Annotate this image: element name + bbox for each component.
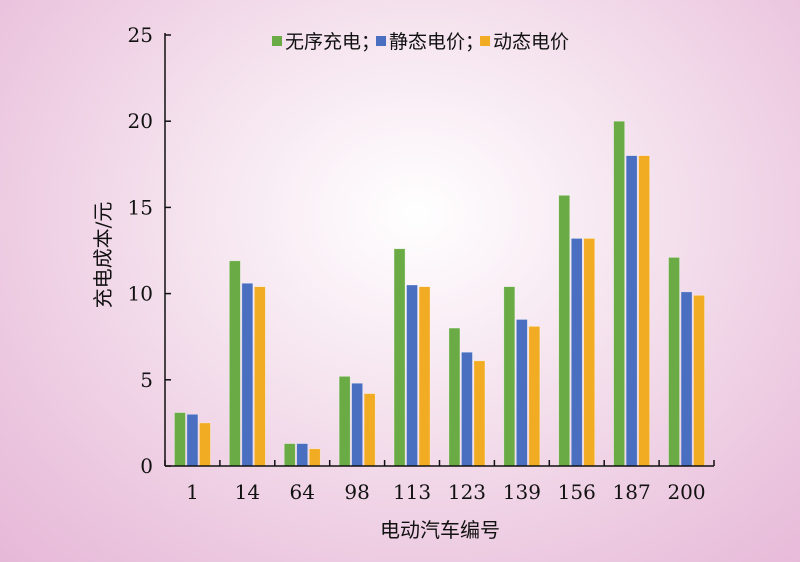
bar-0-123 — [448, 327, 461, 467]
x-tick-label: 156 — [558, 480, 596, 504]
bar-0-139 — [503, 286, 516, 467]
legend-swatch — [376, 36, 387, 46]
bar-1-1 — [186, 413, 199, 467]
bar-2-187 — [638, 155, 650, 467]
bar-0-98 — [338, 376, 351, 467]
bar-2-200 — [693, 295, 705, 467]
legend-swatch — [272, 36, 282, 46]
legend-label: 无序充电； — [285, 31, 380, 53]
x-tick-label: 1 — [186, 480, 199, 504]
x-tick-label: 113 — [393, 480, 431, 504]
bar-0-64 — [283, 443, 296, 467]
bar-0-113 — [393, 248, 406, 467]
bar-2-139 — [528, 326, 541, 467]
y-tick-label: 15 — [128, 195, 153, 219]
bar-1-14 — [241, 282, 254, 467]
bar-0-156 — [558, 195, 571, 467]
y-axis-label: 充电成本/元 — [91, 202, 115, 309]
y-tick-label: 10 — [128, 282, 153, 306]
x-tick-label: 123 — [448, 480, 486, 504]
y-tick-label: 25 — [128, 23, 153, 47]
x-tick-label: 200 — [667, 480, 705, 504]
x-tick-label: 98 — [344, 480, 369, 504]
bar-2-1 — [199, 422, 211, 467]
bar-1-98 — [351, 382, 363, 467]
y-tick-label: 20 — [128, 109, 153, 133]
legend-label: 静态电价； — [389, 31, 484, 53]
bar-1-123 — [461, 351, 473, 467]
bar-2-64 — [308, 448, 321, 467]
x-axis-label: 电动汽车编号 — [380, 518, 500, 542]
bar-2-98 — [363, 393, 376, 467]
bar-1-139 — [516, 319, 528, 467]
bar-1-200 — [680, 291, 693, 467]
bar-2-156 — [583, 238, 596, 467]
legend-label: 动态电价 — [493, 31, 569, 53]
bar-2-14 — [254, 286, 266, 467]
x-tick-label: 14 — [235, 480, 260, 504]
bar-1-113 — [406, 284, 418, 467]
y-tick-label: 5 — [140, 368, 153, 392]
x-tick-label: 187 — [613, 480, 651, 504]
bar-1-64 — [296, 443, 309, 467]
bar-0-200 — [668, 257, 680, 467]
bar-0-14 — [229, 260, 241, 467]
x-tick-label: 64 — [290, 480, 315, 504]
bar-2-123 — [473, 360, 486, 467]
bar-0-1 — [174, 412, 186, 467]
y-tick-label: 0 — [140, 454, 153, 478]
bar-2-113 — [418, 286, 431, 467]
x-tick-label: 139 — [503, 480, 541, 504]
bar-1-187 — [625, 155, 638, 467]
bar-1-156 — [570, 238, 583, 467]
bar-0-187 — [613, 120, 625, 467]
legend-swatch — [480, 36, 491, 46]
